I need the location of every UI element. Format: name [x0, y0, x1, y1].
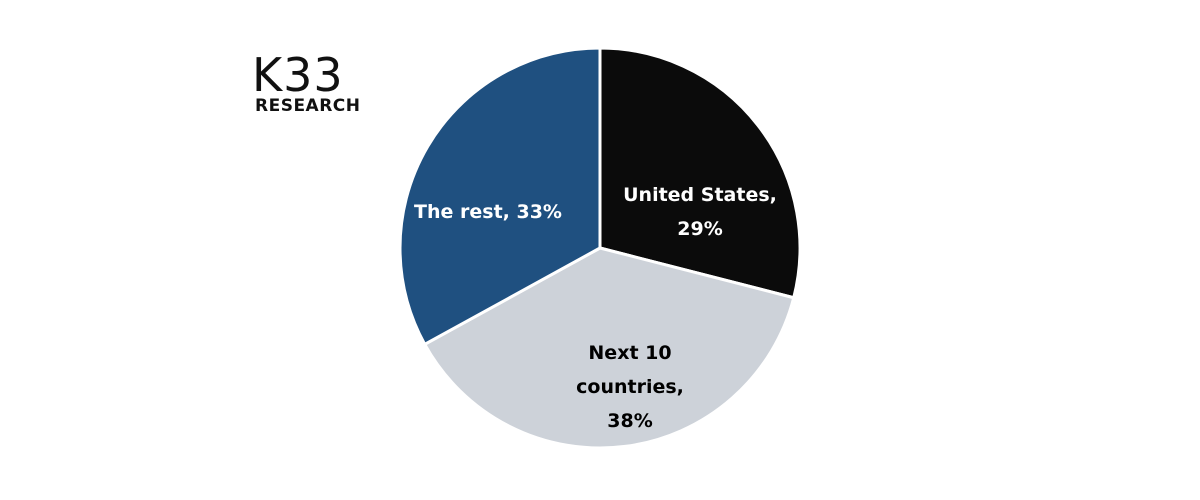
logo-text: RESEARCH [255, 96, 361, 116]
logo-mark: K33 [252, 48, 344, 102]
slice-label: United States, 29% [623, 184, 777, 240]
pie-slice [598, 46, 802, 300]
pie-slice [398, 46, 602, 346]
pie-slice [423, 246, 796, 450]
slice-label: Next 10 countries, 38% [576, 342, 684, 432]
slice-label: The rest, 33% [414, 201, 562, 223]
